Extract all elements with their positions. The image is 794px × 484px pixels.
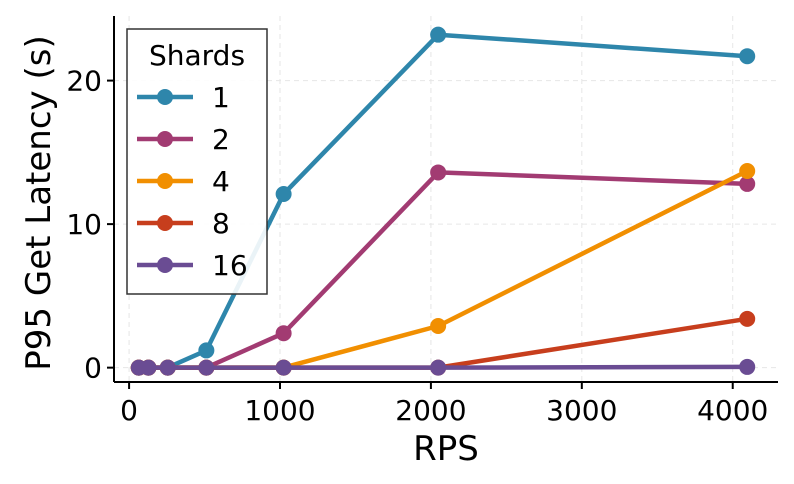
legend-item: 4 (137, 165, 230, 198)
legend-item: 16 (137, 249, 248, 282)
data-point (739, 175, 756, 192)
ticks: 0 1000 2000 3000 4000 0 10 20 (66, 65, 768, 427)
legend-swatch-marker (157, 215, 173, 231)
data-point (430, 164, 447, 181)
y-tick-label: 20 (66, 65, 102, 98)
legend-label: 8 (212, 207, 230, 240)
legend-swatch-marker (157, 257, 173, 273)
legend-swatch-marker (157, 89, 173, 105)
axes (113, 16, 778, 383)
x-tick-label: 1000 (244, 394, 315, 427)
data-point (430, 26, 447, 43)
data-point (275, 359, 292, 376)
data-point (140, 359, 157, 376)
data-point (739, 163, 756, 180)
data-point (198, 342, 215, 359)
data-point (739, 48, 756, 65)
data-point (430, 318, 447, 335)
data-point (430, 359, 447, 376)
series-16 (130, 358, 756, 376)
legend-item: 2 (137, 123, 230, 156)
legend-swatch-marker (157, 173, 173, 189)
y-tick-label: 10 (66, 208, 102, 241)
x-tick-label: 2000 (395, 394, 466, 427)
legend: Shards 1 2 4 8 16 (126, 28, 268, 295)
legend-label: 16 (212, 249, 248, 282)
y-tick-label: 0 (84, 352, 102, 385)
data-point (198, 359, 215, 376)
legend-title: Shards (149, 39, 245, 72)
y-axis-title: P95 Get Latency (s) (19, 35, 59, 370)
legend-label: 1 (212, 81, 230, 114)
legend-swatch-marker (157, 131, 173, 147)
data-point (739, 358, 756, 375)
x-axis-title: RPS (413, 429, 479, 469)
data-point (739, 310, 756, 327)
data-point (159, 359, 176, 376)
legend-item: 8 (137, 207, 230, 240)
data-point (275, 325, 292, 342)
data-point (275, 185, 292, 202)
legend-label: 2 (212, 123, 230, 156)
x-tick-label: 3000 (546, 394, 617, 427)
x-tick-label: 0 (120, 394, 138, 427)
x-tick-label: 4000 (697, 394, 768, 427)
legend-item: 1 (137, 81, 230, 114)
legend-box (126, 28, 268, 295)
plot-series (130, 26, 756, 376)
legend-label: 4 (212, 165, 230, 198)
